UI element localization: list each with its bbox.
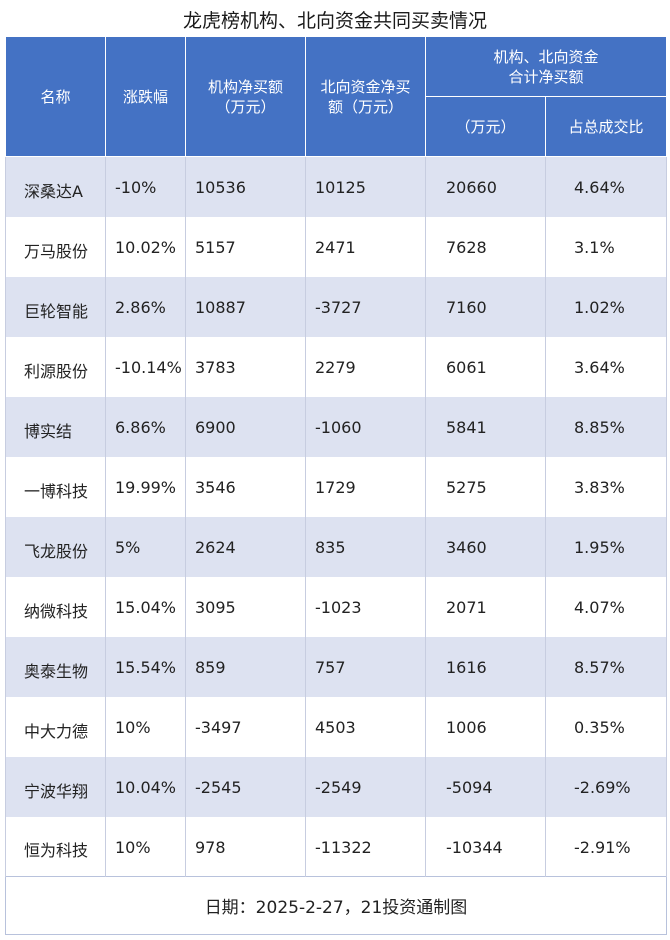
- cell-share: 3.83%: [544, 456, 668, 517]
- table-row: 中大力德 10% -3497 4503 1006 0.35%: [5, 696, 668, 757]
- cell-combined: 1616: [425, 636, 546, 697]
- table-row: 深桑达A -10% 10536 10125 20660 4.64%: [5, 156, 668, 217]
- cell-share: 0.35%: [544, 696, 668, 757]
- cell-combined: 7628: [425, 216, 546, 277]
- cell-combined: 3460: [425, 516, 546, 577]
- cell-change: -10%: [105, 156, 186, 217]
- cell-inst: 2624: [185, 516, 306, 577]
- cell-share: 8.57%: [544, 636, 668, 697]
- cell-north: -2549: [305, 756, 426, 817]
- cell-change: 10.04%: [105, 756, 186, 817]
- cell-share: 4.64%: [544, 156, 668, 217]
- cell-share: 3.64%: [544, 336, 668, 397]
- cell-north: -3727: [305, 276, 426, 337]
- cell-change: 19.99%: [105, 456, 186, 517]
- table-row: 利源股份 -10.14% 3783 2279 6061 3.64%: [5, 336, 668, 397]
- cell-north: -1023: [305, 576, 426, 637]
- cell-north: -11322: [305, 816, 426, 877]
- cell-combined: 5841: [425, 396, 546, 457]
- cell-share: 1.95%: [544, 516, 668, 577]
- header-inst-label: 机构净买额 （万元）: [207, 77, 283, 116]
- header-share: 占总成交比: [544, 96, 668, 157]
- cell-change: 10%: [105, 816, 186, 877]
- cell-share: 1.02%: [544, 276, 668, 337]
- cell-combined: -5094: [425, 756, 546, 817]
- cell-name: 奥泰生物: [5, 636, 106, 697]
- cell-share: -2.69%: [544, 756, 668, 817]
- cell-inst: 3546: [185, 456, 306, 517]
- cell-combined: 6061: [425, 336, 546, 397]
- cell-name: 巨轮智能: [5, 276, 106, 337]
- table-row: 纳微科技 15.04% 3095 -1023 2071 4.07%: [5, 576, 668, 637]
- cell-share: 3.1%: [544, 216, 668, 277]
- cell-north: 10125: [305, 156, 426, 217]
- cell-inst: 5157: [185, 216, 306, 277]
- cell-change: 15.04%: [105, 576, 186, 637]
- header-combined-group-label: 机构、北向资金 合计净买额: [493, 47, 599, 86]
- cell-name: 利源股份: [5, 336, 106, 397]
- table-row: 宁波华翔 10.04% -2545 -2549 -5094 -2.69%: [5, 756, 668, 817]
- cell-name: 中大力德: [5, 696, 106, 757]
- cell-name: 纳微科技: [5, 576, 106, 637]
- cell-combined: 20660: [425, 156, 546, 217]
- header-change: 涨跌幅: [105, 36, 186, 157]
- table-row: 飞龙股份 5% 2624 835 3460 1.95%: [5, 516, 668, 577]
- header-north: 北向资金净买 额（万元）: [305, 36, 426, 157]
- cell-north: 2471: [305, 216, 426, 277]
- cell-share: 4.07%: [544, 576, 668, 637]
- table-title: 龙虎榜机构、北向资金共同买卖情况: [182, 10, 487, 32]
- table-row: 万马股份 10.02% 5157 2471 7628 3.1%: [5, 216, 668, 277]
- cell-change: 5%: [105, 516, 186, 577]
- cell-north: 757: [305, 636, 426, 697]
- cell-inst: 859: [185, 636, 306, 697]
- cell-name: 深桑达A: [5, 156, 106, 217]
- cell-inst: 3783: [185, 336, 306, 397]
- cell-combined: 1006: [425, 696, 546, 757]
- cell-north: 2279: [305, 336, 426, 397]
- cell-inst: -2545: [185, 756, 306, 817]
- cell-name: 万马股份: [5, 216, 106, 277]
- cell-combined: 2071: [425, 576, 546, 637]
- header-inst: 机构净买额 （万元）: [185, 36, 306, 157]
- cell-change: 10.02%: [105, 216, 186, 277]
- cell-name: 宁波华翔: [5, 756, 106, 817]
- data-table: 名称 涨跌幅 机构净买额 （万元） 北向资金净买 额（万元） 机构、北向资金 合…: [4, 36, 668, 935]
- cell-name: 飞龙股份: [5, 516, 106, 577]
- cell-inst: 6900: [185, 396, 306, 457]
- cell-north: 835: [305, 516, 426, 577]
- cell-combined: 5275: [425, 456, 546, 517]
- table-row: 一博科技 19.99% 3546 1729 5275 3.83%: [5, 456, 668, 517]
- cell-share: 8.85%: [544, 396, 668, 457]
- table-row: 博实结 6.86% 6900 -1060 5841 8.85%: [5, 396, 668, 457]
- footer-note: 日期：2025-2-27，21投资通制图: [4, 876, 668, 935]
- cell-inst: 3095: [185, 576, 306, 637]
- cell-inst: 978: [185, 816, 306, 877]
- header-name: 名称: [5, 36, 106, 157]
- table-row: 巨轮智能 2.86% 10887 -3727 7160 1.02%: [5, 276, 668, 337]
- cell-name: 一博科技: [5, 456, 106, 517]
- cell-change: -10.14%: [105, 336, 186, 397]
- cell-inst: -3497: [185, 696, 306, 757]
- header-combined-group: 机构、北向资金 合计净买额: [424, 36, 668, 97]
- table-body: 深桑达A -10% 10536 10125 20660 4.64% 万马股份 10.02% 51…: [5, 156, 668, 877]
- cell-combined: -10344: [425, 816, 546, 877]
- cell-change: 10%: [105, 696, 186, 757]
- table-row: 奥泰生物 15.54% 859 757 1616 8.57%: [5, 636, 668, 697]
- cell-name: 博实结: [5, 396, 106, 457]
- cell-north: -1060: [305, 396, 426, 457]
- cell-combined: 7160: [425, 276, 546, 337]
- table-row: 恒为科技 10% 978 -11322 -10344 -2.91%: [5, 816, 668, 877]
- header-north-label: 北向资金净买 额（万元）: [320, 77, 411, 116]
- cell-change: 2.86%: [105, 276, 186, 337]
- cell-change: 6.86%: [105, 396, 186, 457]
- cell-north: 1729: [305, 456, 426, 517]
- cell-change: 15.54%: [105, 636, 186, 697]
- cell-name: 恒为科技: [5, 816, 106, 877]
- cell-north: 4503: [305, 696, 426, 757]
- cell-inst: 10536: [185, 156, 306, 217]
- header-combined-unit: （万元）: [425, 96, 546, 157]
- cell-inst: 10887: [185, 276, 306, 337]
- cell-share: -2.91%: [544, 816, 668, 877]
